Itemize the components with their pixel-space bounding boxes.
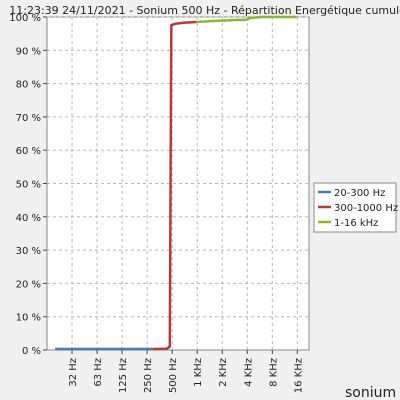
x-tick-label: 32 Hz xyxy=(68,358,79,387)
x-tick-label: 1 KHz xyxy=(193,358,204,387)
legend: 20-300 Hz 300-1000 Hz 1-16 kHz xyxy=(313,182,398,233)
legend-label: 20-300 Hz xyxy=(334,188,385,199)
x-tick-label: 250 Hz xyxy=(143,358,154,393)
x-tick-label: 8 KHz xyxy=(268,358,279,387)
series-line-2 xyxy=(196,15,297,24)
legend-label: 300-1000 Hz xyxy=(334,203,398,214)
y-tick-label: 50 % xyxy=(16,180,41,191)
x-tick-label: 2 KHz xyxy=(218,358,229,387)
y-tick-label: 30 % xyxy=(16,246,41,257)
x-axis: 32 Hz 63 Hz 125 Hz 250 Hz 500 Hz 1 KHz 2 KHz 4 … xyxy=(68,350,304,393)
y-tick-label: 70 % xyxy=(16,113,41,124)
x-tick-label: 500 Hz xyxy=(168,358,179,393)
chart-title: 11:23:39 24/11/2021 - Sonium 500 Hz - Ré… xyxy=(9,4,400,17)
y-tick-label: 10 % xyxy=(16,313,41,324)
x-tick-label: 63 Hz xyxy=(93,358,104,387)
x-tick-label: 4 KHz xyxy=(243,358,254,387)
sonium-logo: sonium xyxy=(345,385,396,400)
y-tick-label: 90 % xyxy=(16,46,41,57)
y-axis: 0 % 10 % 20 % 30 % 40 % 50 % 60 % 70 % 80 % 90 % 1… xyxy=(9,13,47,357)
x-tick-label: 125 Hz xyxy=(118,358,129,393)
logo-text: sonium xyxy=(345,385,396,400)
x-tick-label: 16 KHz xyxy=(293,358,304,393)
series-lines xyxy=(55,15,297,351)
y-tick-label: 100 % xyxy=(9,13,41,24)
y-tick-label: 20 % xyxy=(16,279,41,290)
legend-label: 1-16 kHz xyxy=(334,218,378,229)
y-tick-label: 0 % xyxy=(22,346,41,357)
y-tick-label: 80 % xyxy=(16,80,41,91)
y-tick-label: 60 % xyxy=(16,146,41,157)
y-tick-label: 40 % xyxy=(16,213,41,224)
series-line-1 xyxy=(152,20,197,351)
